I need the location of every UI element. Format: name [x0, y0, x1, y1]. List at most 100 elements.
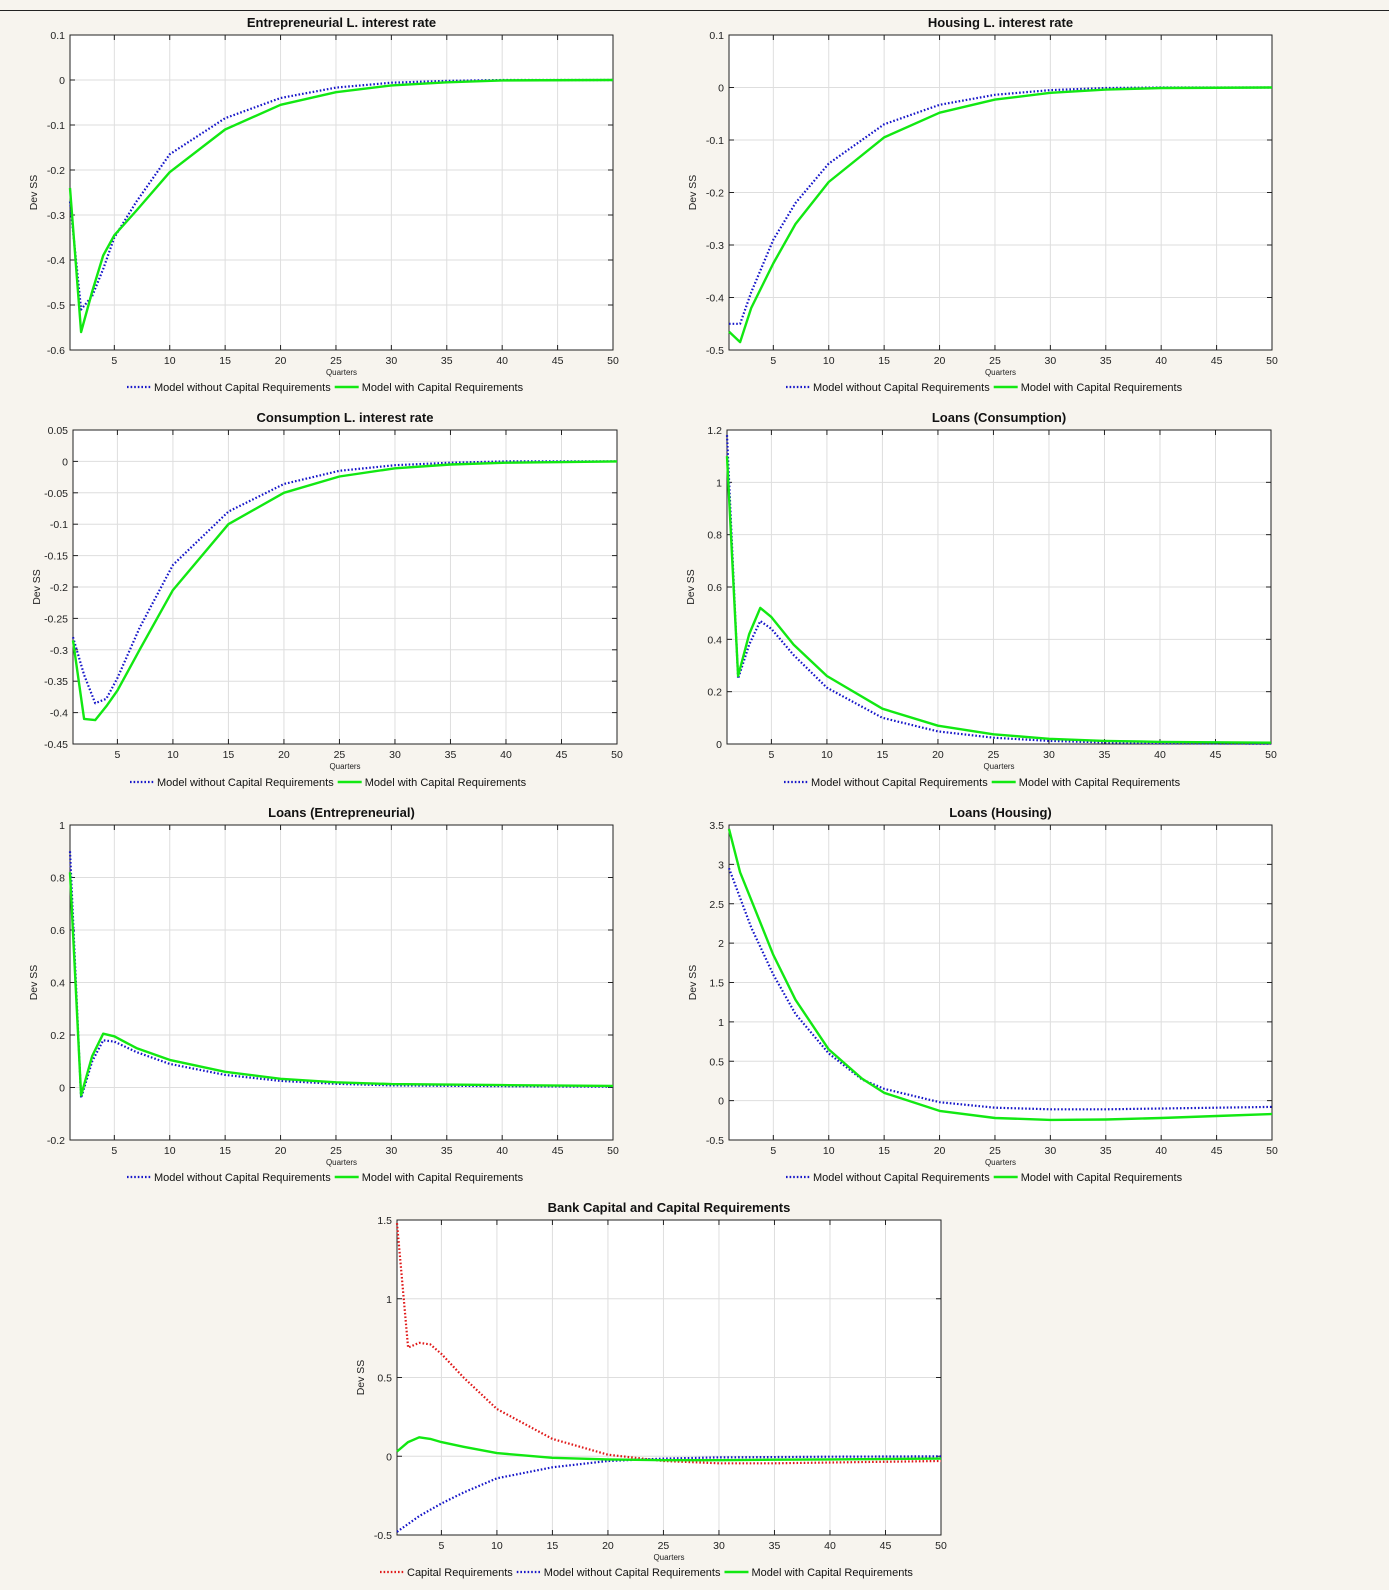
- y-axis-label: Dev SS: [687, 175, 699, 211]
- x-axis-label: Quarters: [985, 368, 1016, 377]
- x-tick-label: 30: [1045, 1145, 1057, 1157]
- y-tick-label: 1: [718, 1017, 724, 1029]
- x-tick-label: 25: [330, 355, 342, 367]
- y-tick-label: 1.5: [377, 1215, 392, 1227]
- legend-label: Model with Capital Requirements: [1021, 382, 1183, 394]
- legend-label: Model with Capital Requirements: [362, 382, 524, 394]
- y-axis-label: Dev SS: [685, 569, 697, 605]
- y-tick-label: 0: [59, 1083, 65, 1095]
- x-tick-label: 10: [823, 1145, 835, 1157]
- legend: Model without Capital Requirements Model …: [786, 382, 1183, 394]
- y-tick-label: -0.1: [50, 519, 68, 531]
- x-axis-label: Quarters: [983, 762, 1014, 771]
- x-tick-label: 5: [438, 1540, 444, 1552]
- x-tick-label: 15: [547, 1540, 559, 1552]
- x-tick-label: 35: [445, 749, 457, 761]
- chart-panel-6: 5 10 15 20 25 30 35 40 45 50 3.5 3 2.5 2 1.5 1 0.5 0 -0.5 L…: [687, 805, 1278, 1184]
- legend-label: Model without Capital Requirements: [811, 777, 988, 789]
- x-tick-label: 10: [164, 355, 176, 367]
- y-tick-label: -0.5: [706, 345, 724, 357]
- x-tick-label: 5: [111, 1145, 117, 1157]
- y-tick-label: 1: [59, 820, 65, 832]
- series-line: [68, 78, 613, 311]
- y-tick-label: 3: [718, 859, 724, 871]
- x-tick-label: 30: [389, 749, 401, 761]
- x-tick-label: 40: [496, 1145, 508, 1157]
- y-axis-label: Dev SS: [31, 569, 43, 605]
- series-line: [68, 78, 614, 334]
- y-tick-label: -0.45: [44, 739, 68, 751]
- y-tick-label: 0.1: [50, 30, 65, 42]
- x-tick-label: 20: [602, 1540, 614, 1552]
- x-tick-label: 40: [496, 355, 508, 367]
- x-tick-label: 50: [1265, 749, 1277, 761]
- x-tick-label: 35: [441, 1145, 453, 1157]
- y-tick-label: 0: [59, 75, 65, 87]
- x-tick-label: 15: [219, 355, 231, 367]
- x-tick-label: 40: [1155, 1145, 1167, 1157]
- legend-label: Model without Capital Requirements: [544, 1567, 721, 1579]
- x-tick-label: 5: [114, 749, 120, 761]
- x-tick-label: 40: [1154, 749, 1166, 761]
- x-tick-label: 50: [1266, 355, 1278, 367]
- y-tick-label: 0: [716, 739, 722, 751]
- x-axis-label: Quarters: [329, 762, 360, 771]
- series-line: [728, 86, 1273, 344]
- x-tick-label: 10: [167, 749, 179, 761]
- x-tick-label: 20: [934, 355, 946, 367]
- y-tick-label: 0.8: [707, 530, 722, 542]
- x-tick-label: 35: [441, 355, 453, 367]
- series-line: [395, 1223, 942, 1465]
- chart-panel-4: 5 10 15 20 25 30 35 40 45 50 1.2 1 0.8 0.6 0.4 0.2 0 Loan…: [685, 410, 1277, 789]
- legend: Model without Capital Requirements Model …: [786, 1172, 1183, 1184]
- legend-label: Model without Capital Requirements: [813, 382, 990, 394]
- chart-title: Loans (Consumption): [932, 410, 1066, 425]
- y-tick-label: 0.5: [377, 1373, 392, 1385]
- y-tick-label: 2.5: [709, 899, 724, 911]
- y-tick-label: 2: [718, 938, 724, 950]
- y-tick-label: 0.2: [707, 687, 722, 699]
- x-tick-label: 5: [770, 355, 776, 367]
- legend-label: Model without Capital Requirements: [154, 382, 331, 394]
- x-tick-label: 50: [607, 1145, 619, 1157]
- chart-panel-7: 5 10 15 20 25 30 35 40 45 50 1.5 1 0.5 0 -0.5 Bank Capi…: [355, 1200, 947, 1579]
- plot-frame: [728, 824, 1273, 1141]
- legend: Model without Capital Requirements Model …: [127, 382, 524, 394]
- x-tick-label: 45: [880, 1540, 892, 1552]
- y-tick-label: 0: [718, 1096, 724, 1108]
- x-axis-label: Quarters: [326, 1158, 357, 1167]
- plot-frame: [396, 1219, 942, 1536]
- series-line: [729, 86, 1272, 325]
- x-tick-label: 25: [330, 1145, 342, 1157]
- series-line: [725, 435, 1272, 745]
- x-tick-label: 45: [1210, 749, 1222, 761]
- y-tick-label: -0.5: [47, 300, 65, 312]
- legend-label: Model with Capital Requirements: [365, 777, 527, 789]
- x-tick-label: 15: [223, 749, 235, 761]
- y-tick-label: -0.2: [706, 188, 724, 200]
- x-tick-label: 30: [713, 1540, 725, 1552]
- legend-label: Model without Capital Requirements: [813, 1172, 990, 1184]
- x-tick-label: 20: [278, 749, 290, 761]
- series-line: [396, 1436, 942, 1462]
- y-tick-label: -0.3: [50, 645, 68, 657]
- series-line: [396, 1455, 942, 1533]
- chart-title: Entrepreneurial L. interest rate: [247, 15, 436, 30]
- y-tick-label: -0.2: [47, 165, 65, 177]
- x-tick-label: 35: [1099, 749, 1111, 761]
- legend: Model without Capital Requirements Model …: [127, 1172, 524, 1184]
- x-tick-label: 10: [821, 749, 833, 761]
- chart-panel-5: 5 10 15 20 25 30 35 40 45 50 1 0.8 0.6 0.4 0.2 0 -0.2 Loa…: [28, 805, 619, 1184]
- y-tick-label: 0.8: [50, 873, 65, 885]
- chart-title: Housing L. interest rate: [928, 15, 1073, 30]
- series-line: [71, 460, 618, 722]
- y-tick-label: -0.1: [706, 135, 724, 147]
- x-axis-label: Quarters: [653, 1553, 684, 1562]
- x-axis-label: Quarters: [326, 368, 357, 377]
- y-tick-label: -0.4: [706, 293, 724, 305]
- chart-title: Bank Capital and Capital Requirements: [548, 1200, 791, 1215]
- y-axis-label: Dev SS: [355, 1360, 367, 1396]
- y-tick-label: -0.5: [374, 1530, 392, 1542]
- y-tick-label: 1: [386, 1294, 392, 1306]
